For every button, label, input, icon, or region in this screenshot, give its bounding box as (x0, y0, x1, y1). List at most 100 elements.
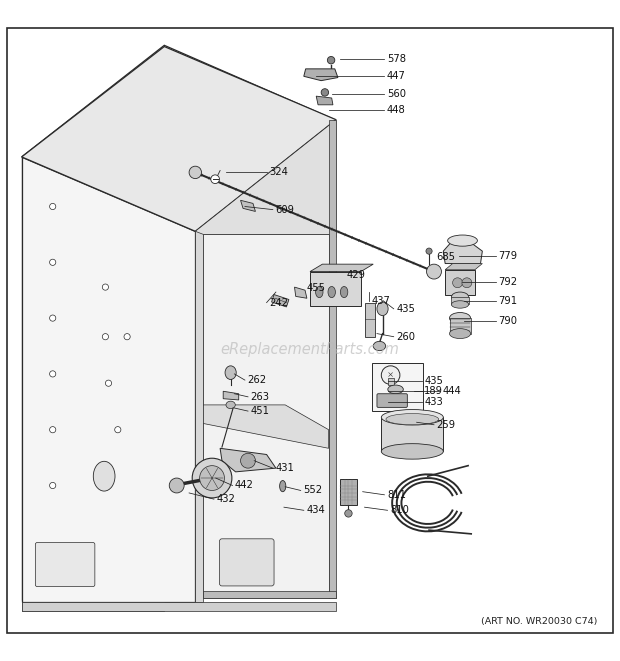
Polygon shape (195, 231, 203, 602)
Text: 810: 810 (390, 505, 409, 516)
Circle shape (169, 478, 184, 493)
Ellipse shape (450, 329, 471, 338)
Text: 790: 790 (498, 316, 518, 326)
Polygon shape (22, 157, 192, 600)
Ellipse shape (373, 341, 386, 350)
Circle shape (102, 284, 108, 290)
Circle shape (50, 483, 56, 488)
Ellipse shape (381, 410, 443, 425)
Ellipse shape (381, 444, 443, 459)
Text: 432: 432 (216, 494, 235, 504)
Ellipse shape (377, 302, 388, 315)
Ellipse shape (450, 313, 471, 324)
Text: 189: 189 (424, 386, 443, 396)
Text: 451: 451 (250, 406, 270, 416)
Ellipse shape (328, 286, 335, 297)
Text: 811: 811 (387, 490, 406, 500)
Polygon shape (304, 69, 338, 81)
Circle shape (50, 315, 56, 321)
Text: 442: 442 (235, 481, 254, 490)
Ellipse shape (340, 286, 348, 297)
Text: 262: 262 (247, 375, 267, 385)
Polygon shape (316, 96, 333, 105)
Text: 447: 447 (387, 71, 405, 81)
Text: 435: 435 (396, 304, 415, 314)
Ellipse shape (93, 461, 115, 491)
Circle shape (327, 56, 335, 64)
Circle shape (189, 166, 202, 178)
Text: 448: 448 (387, 105, 405, 115)
Polygon shape (220, 448, 276, 472)
Polygon shape (195, 120, 336, 237)
Ellipse shape (226, 401, 236, 408)
Text: 685: 685 (436, 253, 456, 262)
Text: 779: 779 (498, 251, 518, 261)
Circle shape (427, 264, 441, 279)
Circle shape (50, 426, 56, 433)
FancyBboxPatch shape (35, 543, 95, 586)
Circle shape (426, 248, 432, 254)
Text: 437: 437 (371, 295, 390, 306)
Bar (372, 363, 423, 411)
Polygon shape (365, 303, 375, 336)
Circle shape (115, 426, 121, 433)
Circle shape (321, 89, 329, 96)
Circle shape (102, 334, 108, 340)
Polygon shape (381, 417, 443, 451)
Text: 435: 435 (424, 376, 443, 386)
Bar (388, 377, 394, 385)
Polygon shape (451, 297, 469, 305)
Text: 560: 560 (387, 89, 406, 98)
Polygon shape (22, 157, 195, 602)
Ellipse shape (451, 292, 469, 302)
Text: 259: 259 (436, 420, 456, 430)
Circle shape (200, 465, 224, 490)
Text: 578: 578 (387, 54, 406, 64)
Ellipse shape (448, 235, 477, 246)
Circle shape (345, 510, 352, 517)
Circle shape (50, 371, 56, 377)
Bar (340, 479, 357, 506)
Polygon shape (223, 391, 239, 400)
Circle shape (50, 259, 56, 266)
Text: 263: 263 (250, 392, 270, 402)
Text: (ART NO. WR20030 C74): (ART NO. WR20030 C74) (481, 617, 598, 627)
Text: 444: 444 (443, 386, 461, 396)
Circle shape (381, 366, 400, 385)
FancyBboxPatch shape (445, 270, 475, 295)
Text: 242: 242 (269, 297, 288, 307)
Polygon shape (22, 46, 335, 231)
Ellipse shape (316, 286, 323, 297)
Circle shape (462, 278, 472, 288)
Text: 429: 429 (347, 270, 366, 280)
Circle shape (124, 334, 130, 340)
Ellipse shape (388, 385, 403, 394)
Text: 552: 552 (303, 485, 322, 496)
Ellipse shape (225, 366, 236, 379)
Text: eReplacementParts.com: eReplacementParts.com (221, 342, 399, 356)
Polygon shape (310, 272, 361, 305)
Polygon shape (450, 318, 471, 334)
FancyBboxPatch shape (377, 394, 407, 407)
Circle shape (192, 458, 232, 498)
Polygon shape (22, 46, 336, 231)
Text: 260: 260 (396, 332, 415, 342)
Text: 324: 324 (269, 167, 288, 177)
Circle shape (105, 380, 112, 386)
Polygon shape (272, 295, 289, 307)
Polygon shape (203, 591, 336, 598)
Text: 431: 431 (275, 463, 294, 473)
Polygon shape (203, 235, 329, 598)
Text: 609: 609 (275, 205, 294, 215)
Polygon shape (241, 200, 255, 212)
Text: 434: 434 (306, 505, 325, 516)
Polygon shape (445, 264, 482, 270)
Polygon shape (22, 602, 336, 611)
Circle shape (241, 453, 255, 468)
Polygon shape (329, 120, 336, 598)
Circle shape (50, 204, 56, 210)
FancyBboxPatch shape (219, 539, 274, 586)
Text: 433: 433 (424, 397, 443, 407)
Circle shape (453, 278, 463, 288)
Text: 455: 455 (306, 284, 326, 293)
